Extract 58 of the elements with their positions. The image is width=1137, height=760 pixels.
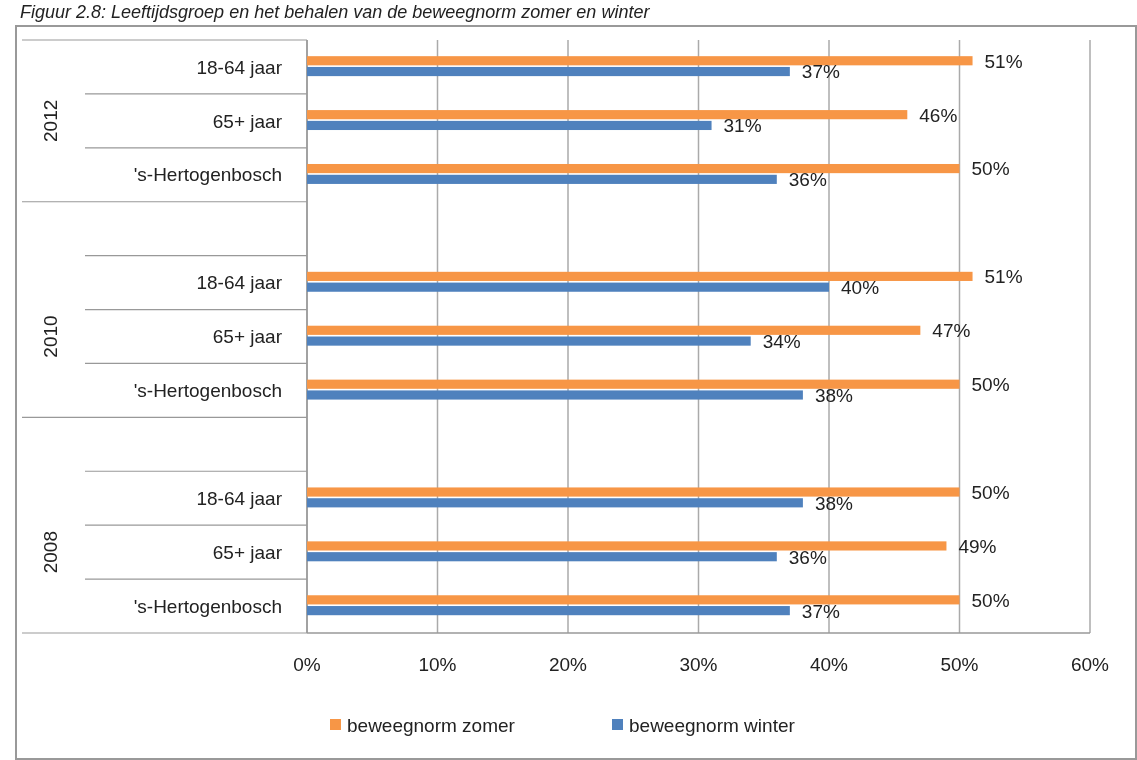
legend-label: beweegnorm zomer <box>347 714 516 736</box>
x-tick-label: 10% <box>418 654 457 675</box>
data-label: 40% <box>841 277 880 299</box>
data-label: 37% <box>801 61 840 83</box>
data-label: 31% <box>723 115 762 137</box>
bar <box>307 606 790 616</box>
text: 2012 <box>39 99 61 142</box>
bar <box>307 379 960 389</box>
bar <box>307 66 790 77</box>
y-tick-label: 65+ jaar <box>212 541 283 563</box>
y-tick-label: 18-64 jaar <box>196 487 283 509</box>
data-label: 38% <box>814 492 854 514</box>
y-tick-label: 's-Hertogenbosch <box>133 595 282 617</box>
data-label: 36% <box>788 169 827 191</box>
text: 2008 <box>39 531 61 574</box>
bar <box>307 552 777 562</box>
bar <box>307 325 921 335</box>
data-label: 50% <box>971 481 1010 503</box>
x-tick-label: 0% <box>293 654 321 675</box>
data-label: 50% <box>971 158 1010 180</box>
data-label: 34% <box>762 331 801 352</box>
bar <box>307 541 947 551</box>
x-tick-label: 60% <box>1070 654 1110 675</box>
data-label: 50% <box>971 374 1010 396</box>
y-tick-label: 's-Hertogenbosch <box>133 380 282 402</box>
x-tick-label: 50% <box>940 654 979 675</box>
bar <box>307 271 973 281</box>
bar <box>307 110 908 120</box>
data-label: 51% <box>984 50 1023 72</box>
text: 2010 <box>39 315 61 358</box>
y-tick-label: 65+ jaar <box>212 326 283 348</box>
data-label: 51% <box>984 266 1023 288</box>
y-tick-label: 's-Hertogenbosch <box>133 164 282 186</box>
data-label: 49% <box>958 535 997 557</box>
bar <box>307 498 803 508</box>
bar <box>307 390 803 400</box>
data-label: 38% <box>814 384 854 406</box>
bar <box>307 56 973 66</box>
bar <box>307 336 751 346</box>
data-label: 37% <box>801 600 840 622</box>
bar <box>307 120 712 131</box>
bar <box>307 282 829 292</box>
x-tick-label: 20% <box>548 654 588 675</box>
bar <box>307 163 960 174</box>
bar <box>307 595 960 605</box>
data-label: 46% <box>919 104 958 126</box>
data-label: 36% <box>788 546 827 568</box>
x-tick-label: 40% <box>809 654 849 675</box>
data-label: 50% <box>971 589 1010 611</box>
legend-label: beweegnorm winter <box>629 714 796 736</box>
data-label: 47% <box>932 320 971 342</box>
chart-title: Figuur 2.8: Leeftijdsgroep en het behalen van de beweegnorm zomer en winter <box>20 2 651 22</box>
bar <box>307 174 777 184</box>
y-tick-label: 65+ jaar <box>212 110 283 132</box>
y-tick-label: 18-64 jaar <box>196 56 283 78</box>
x-tick-label: 30% <box>679 654 718 675</box>
y-tick-label: 18-64 jaar <box>196 272 283 294</box>
bar <box>307 487 960 497</box>
